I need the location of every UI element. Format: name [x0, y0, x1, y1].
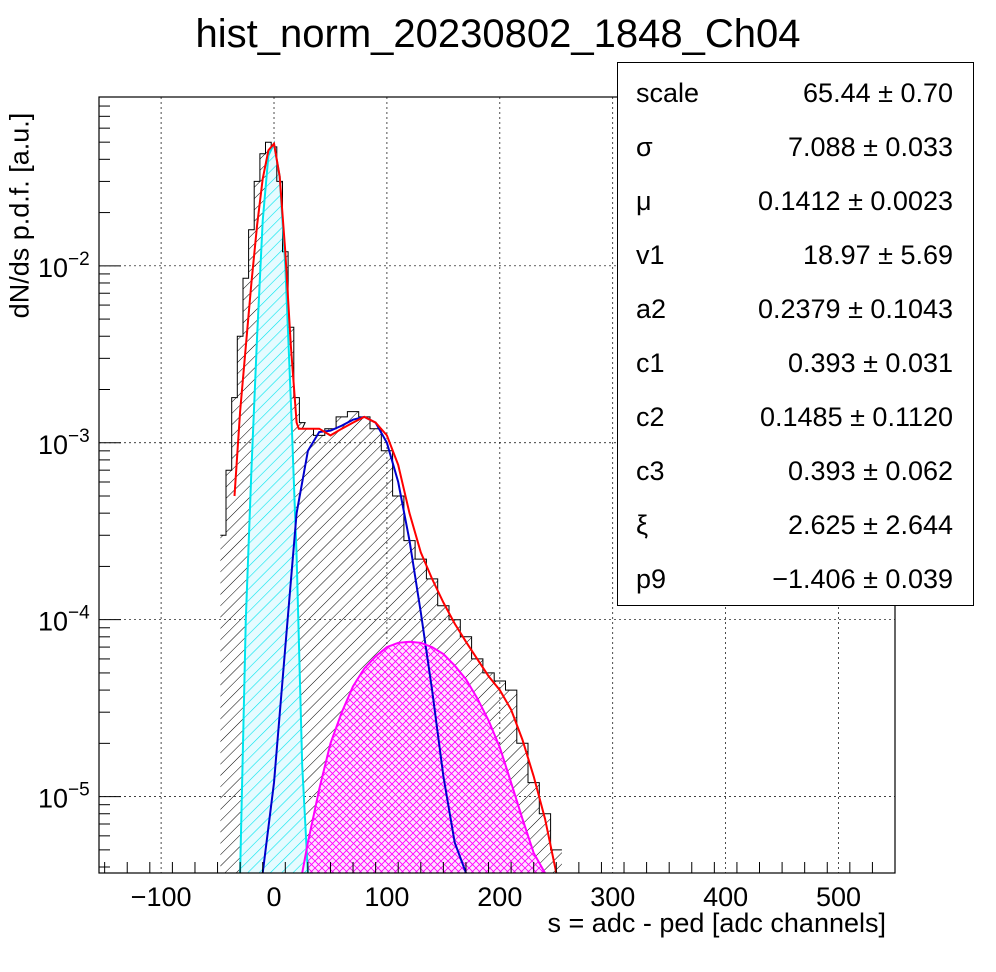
- multi-pe-hatch-area: [302, 641, 545, 873]
- x-tick-label: 400: [703, 882, 748, 912]
- stat-name: ξ: [636, 510, 649, 540]
- stat-value: 18.97: [803, 240, 871, 270]
- stat-row-c1: c1 0.393 ± 0.031: [618, 336, 973, 390]
- stat-value: −1.406: [772, 564, 856, 594]
- stat-error: 0.031: [885, 348, 953, 378]
- stat-name: a2: [636, 294, 667, 324]
- stat-row-mu: μ 0.1412 ± 0.0023: [618, 174, 973, 228]
- stat-name: p9: [636, 564, 667, 594]
- axes: −100 0 100 200 300 400 500 10−5 10−4 10−3 10−2: [38, 96, 896, 912]
- y-tick-label: 10−5: [38, 780, 90, 814]
- fit-stats-box: scale 65.44 ± 0.70 σ 7.088 ± 0.033 μ 0.1…: [617, 62, 974, 606]
- stat-row-c2: c2 0.1485 ± 0.1120: [618, 390, 973, 444]
- multi-pe-curve: [301, 640, 546, 873]
- x-tick-label: −100: [131, 882, 192, 912]
- stat-error: 0.1043: [870, 294, 953, 324]
- stat-row-a2: a2 0.2379 ± 0.1043: [618, 282, 973, 336]
- chart-title: hist_norm_20230802_1848_Ch04: [195, 12, 801, 56]
- stat-row-v1: v1 18.97 ± 5.69: [618, 228, 973, 282]
- histogram-outline: [220, 141, 562, 851]
- x-tick-label: 200: [477, 882, 522, 912]
- y-tick-label: 10−3: [38, 426, 90, 460]
- stat-value: 7.088: [788, 132, 856, 162]
- stat-name: μ: [636, 186, 652, 216]
- stat-error: 2.644: [885, 510, 953, 540]
- stat-error: 0.1120: [872, 402, 953, 432]
- stat-error: 0.0023: [870, 186, 953, 216]
- histogram-hatch-area: [220, 142, 562, 873]
- stat-row-xi: ξ 2.625 ± 2.644: [618, 498, 973, 552]
- pedestal-hatch-area: [240, 143, 308, 873]
- stat-value: 0.1485: [760, 402, 843, 432]
- stat-value: 2.625: [788, 510, 856, 540]
- y-tick-label: 10−4: [38, 603, 90, 637]
- y-tick-label: 10−2: [38, 249, 90, 283]
- x-tick-label: 100: [364, 882, 409, 912]
- stat-value: 0.393: [788, 348, 856, 378]
- total-fit-curve: [233, 141, 558, 873]
- fill-areas: [220, 142, 562, 873]
- stat-error: 0.039: [885, 564, 953, 594]
- stat-value: 0.393: [788, 456, 856, 486]
- stat-name: c3: [636, 456, 665, 486]
- stat-row-c3: c3 0.393 ± 0.062: [618, 444, 973, 498]
- x-tick-label: 300: [590, 882, 635, 912]
- stat-name: v1: [636, 240, 665, 270]
- stat-error: 0.033: [885, 132, 953, 162]
- curve-lines: [220, 140, 562, 873]
- stat-name: c2: [636, 402, 665, 432]
- stat-row-sigma: σ 7.088 ± 0.033: [618, 120, 973, 174]
- x-axis-label: s = adc - ped [adc channels]: [547, 908, 886, 938]
- stat-value: 0.2379: [757, 294, 841, 324]
- stat-row-p9: p9 −1.406 ± 0.039: [618, 552, 973, 606]
- stat-error: 0.062: [885, 456, 953, 486]
- x-tick-label: 500: [816, 882, 861, 912]
- stat-name: σ: [636, 132, 653, 162]
- stat-name: scale: [636, 78, 700, 108]
- stat-error: 0.70: [900, 78, 953, 108]
- stat-error: 5.69: [900, 240, 953, 270]
- stat-row-scale: scale 65.44 ± 0.70: [618, 66, 973, 120]
- stat-value: 65.44: [803, 78, 871, 108]
- x-tick-label: 0: [266, 882, 281, 912]
- y-axis-label: dN/ds p.d.f. [a.u.]: [4, 112, 35, 319]
- stat-name: c1: [636, 348, 665, 378]
- stat-value: 0.1412: [757, 186, 841, 216]
